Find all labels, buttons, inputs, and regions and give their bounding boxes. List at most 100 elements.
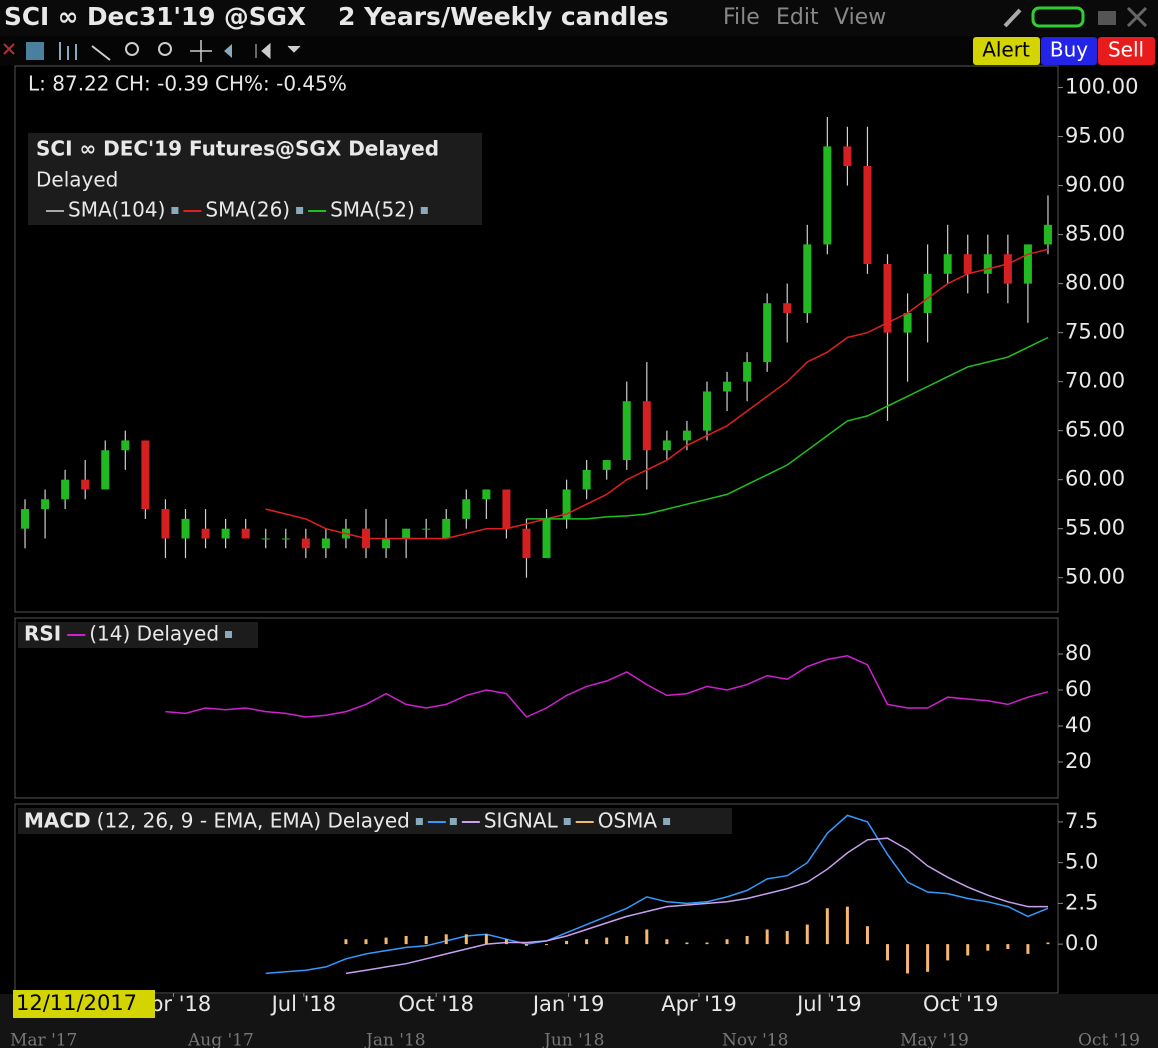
osma-bar [865, 926, 869, 945]
candle-body [582, 469, 591, 490]
candle-body [562, 489, 571, 519]
navigator-label: May '19 [900, 1031, 969, 1048]
rsi-line [165, 655, 1049, 718]
timeframe[interactable]: 2 Years/Weekly candles [338, 2, 669, 31]
alert-label[interactable]: Alert [982, 38, 1030, 62]
menu-view[interactable]: View [834, 5, 886, 30]
pane-subtitle: (12, 26, 9 - EMA, EMA) Delayed [97, 809, 410, 833]
navigator-label: Aug '17 [187, 1031, 254, 1048]
osma-bar [344, 939, 348, 945]
osma-bar [464, 934, 468, 945]
candle-body [1043, 224, 1052, 245]
osma-bar [524, 944, 528, 946]
osma-bar [1006, 944, 1010, 950]
candle-body [522, 528, 531, 559]
pointer-tool[interactable] [91, 45, 111, 61]
menu-edit[interactable]: Edit [776, 5, 819, 30]
legend-icon [563, 818, 571, 825]
text-tool[interactable] [26, 42, 44, 60]
scroll-tool[interactable] [224, 44, 240, 58]
rsi-pane [14, 617, 1059, 799]
candle-body [502, 489, 511, 529]
alert-button[interactable] [973, 37, 1040, 65]
osma-bar [745, 935, 749, 945]
candle-body [41, 499, 50, 510]
candle-body [622, 401, 631, 461]
zoom-in-tool[interactable] [125, 42, 139, 56]
buy-button[interactable] [1041, 37, 1097, 65]
osma-bar [1026, 944, 1030, 954]
candle-body [863, 165, 872, 265]
crosshair-tool[interactable] [190, 40, 212, 62]
sell-label[interactable]: Sell [1108, 38, 1144, 62]
close-chart-icon[interactable] [3, 43, 15, 55]
pane-title: MACD [24, 809, 91, 833]
more-tools[interactable] [255, 42, 301, 60]
candle-body [883, 264, 892, 333]
osma-bar [906, 944, 910, 974]
y-tick-label: 5.0 [1065, 850, 1098, 874]
osma-bar [424, 935, 428, 945]
candle-body [602, 460, 611, 470]
osma-bar [825, 908, 829, 945]
osma-bar [504, 939, 508, 945]
candle-body [462, 499, 471, 519]
osma-bar [805, 924, 809, 945]
candle-body [723, 381, 732, 392]
legend-icon [415, 818, 423, 825]
pane-subtitle: (14) Delayed [89, 622, 219, 646]
sell-button[interactable] [1098, 37, 1155, 65]
candle-body [161, 509, 170, 539]
candle-body [903, 313, 912, 333]
candle-body [201, 528, 210, 539]
zoom-out-tool[interactable] [158, 42, 172, 56]
candle-body [241, 528, 250, 539]
y-tick-label: 90.00 [1065, 173, 1125, 197]
y-tick-label: 60 [1065, 677, 1092, 701]
candle-body [662, 440, 671, 451]
legend-icon [663, 818, 671, 825]
x-tick-label: Jan '19 [531, 992, 605, 1016]
candle-body [81, 479, 90, 490]
y-tick-label: 40 [1065, 713, 1092, 737]
candle-body [321, 538, 330, 549]
y-tick-label: 55.00 [1065, 516, 1125, 540]
navigator-label: Oct '19 [1078, 1031, 1140, 1048]
osma-bar [585, 939, 589, 945]
menu-file[interactable]: File [723, 5, 760, 30]
osma-bar [645, 929, 649, 945]
price-pane [14, 65, 1059, 613]
legend-box [18, 808, 732, 834]
buy-label[interactable]: Buy [1050, 38, 1088, 62]
candle-body [101, 450, 110, 490]
candle-body [983, 254, 992, 274]
osma-bar [384, 937, 388, 945]
y-tick-label: 75.00 [1065, 320, 1125, 344]
osma-bar [1046, 942, 1050, 945]
osma-bar [565, 940, 569, 945]
bars-tool[interactable] [59, 42, 77, 60]
osma-bar [886, 944, 890, 961]
y-tick-label: 7.5 [1065, 809, 1098, 833]
navigator[interactable] [0, 994, 1158, 1048]
legend-title: SCI ∞ DEC'19 Futures@SGX Delayed [36, 137, 439, 161]
osma-bar [404, 935, 408, 945]
legend-entry: SMA(26) [205, 198, 290, 222]
candle-body [682, 430, 691, 441]
osma-bar [765, 929, 769, 945]
osma-bar [946, 944, 950, 961]
candle-body [141, 440, 150, 510]
candle-body [382, 538, 391, 549]
legend-entry: SMA(52) [330, 198, 415, 222]
osma-bar [986, 944, 990, 951]
minimize-icon[interactable] [1098, 11, 1116, 25]
tool-icon[interactable] [1003, 8, 1022, 28]
sma-line [526, 336, 1049, 520]
close-icon[interactable] [1126, 6, 1148, 28]
candle-body [482, 489, 491, 500]
y-tick-label: 85.00 [1065, 222, 1125, 246]
link-icon[interactable] [1031, 6, 1085, 28]
cursor-date-box [13, 990, 155, 1018]
